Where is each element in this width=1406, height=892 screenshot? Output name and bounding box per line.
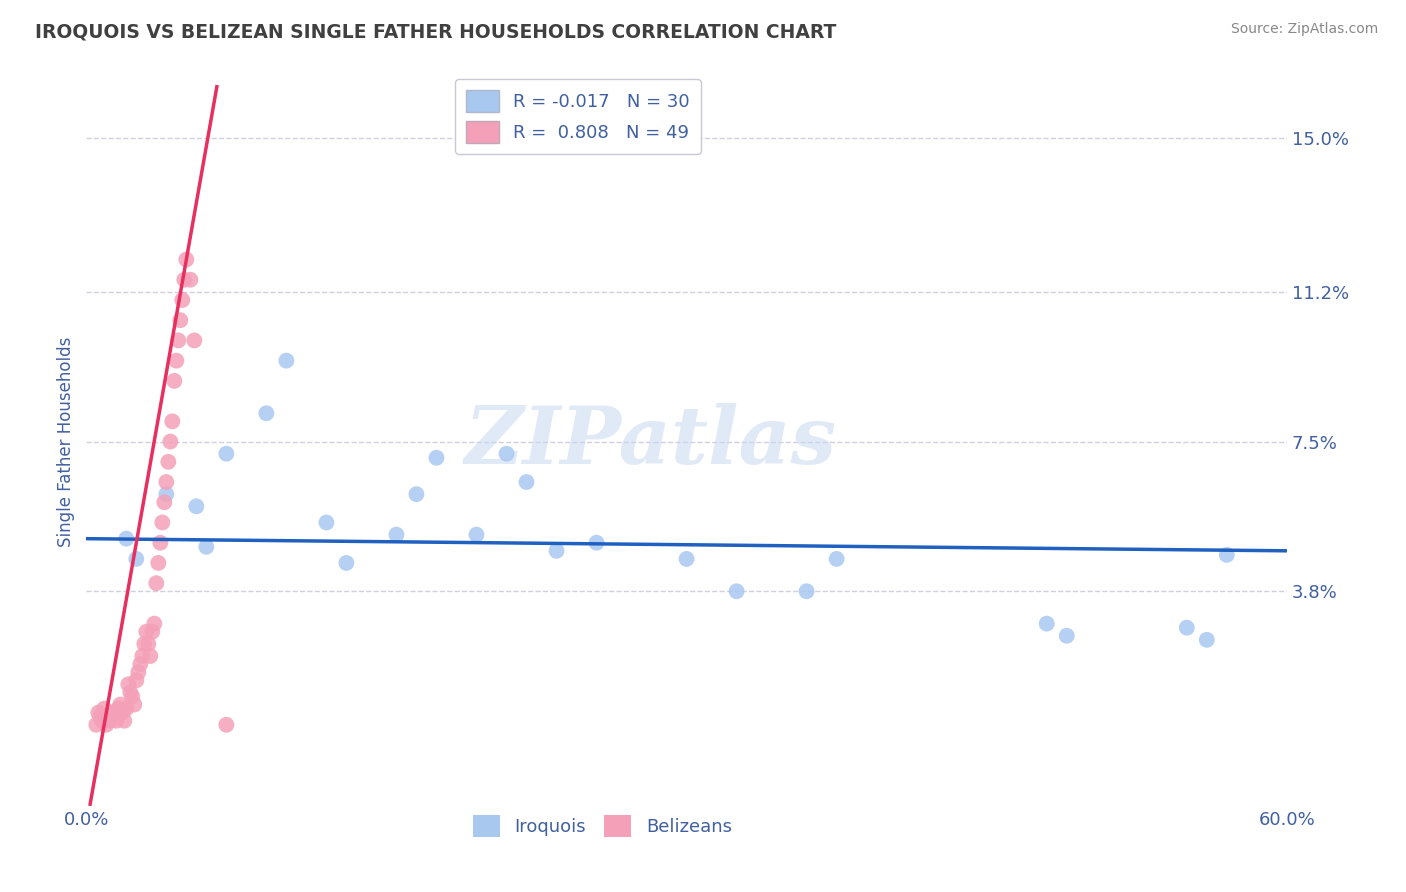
Point <box>215 718 238 732</box>
Point <box>179 273 201 287</box>
Point <box>169 313 191 327</box>
Text: IROQUOIS VS BELIZEAN SINGLE FATHER HOUSEHOLDS CORRELATION CHART: IROQUOIS VS BELIZEAN SINGLE FATHER HOUSE… <box>35 22 837 41</box>
Point <box>162 414 184 428</box>
Point <box>135 624 157 639</box>
Text: ZIPatlas: ZIPatlas <box>464 403 837 480</box>
Point <box>159 434 181 449</box>
Point <box>131 648 153 663</box>
Point <box>117 677 139 691</box>
Point <box>1175 621 1198 635</box>
Point <box>165 353 187 368</box>
Point <box>87 706 110 720</box>
Point <box>163 374 186 388</box>
Point <box>153 495 176 509</box>
Point <box>675 552 697 566</box>
Point <box>725 584 748 599</box>
Point <box>98 714 121 728</box>
Point <box>495 447 517 461</box>
Point <box>110 698 132 712</box>
Point <box>1195 632 1218 647</box>
Point <box>101 706 124 720</box>
Point <box>385 527 408 541</box>
Point <box>150 516 173 530</box>
Point <box>125 552 148 566</box>
Point <box>1056 629 1078 643</box>
Point <box>112 714 135 728</box>
Point <box>91 714 114 728</box>
Point <box>173 273 195 287</box>
Point <box>183 334 205 348</box>
Point <box>121 690 143 704</box>
Point <box>141 624 163 639</box>
Point <box>176 252 198 267</box>
Point <box>215 447 238 461</box>
Y-axis label: Single Father Households: Single Father Households <box>58 336 75 547</box>
Point <box>103 709 125 723</box>
Point <box>465 527 488 541</box>
Point <box>825 552 848 566</box>
Point <box>515 475 537 489</box>
Point <box>115 532 138 546</box>
Point <box>105 714 128 728</box>
Point <box>97 709 120 723</box>
Point <box>148 556 170 570</box>
Point <box>107 701 129 715</box>
Point <box>111 706 134 720</box>
Point <box>96 718 118 732</box>
Point <box>120 685 142 699</box>
Point <box>127 665 149 680</box>
Point <box>139 648 162 663</box>
Point <box>155 475 177 489</box>
Point <box>115 701 138 715</box>
Point <box>134 637 156 651</box>
Point <box>125 673 148 688</box>
Point <box>124 698 146 712</box>
Point <box>585 535 607 549</box>
Point <box>315 516 337 530</box>
Point <box>254 406 277 420</box>
Point <box>335 556 357 570</box>
Point <box>167 334 190 348</box>
Point <box>546 544 568 558</box>
Legend: Iroquois, Belizeans: Iroquois, Belizeans <box>465 807 740 844</box>
Point <box>157 455 180 469</box>
Point <box>145 576 167 591</box>
Text: Source: ZipAtlas.com: Source: ZipAtlas.com <box>1230 22 1378 37</box>
Point <box>796 584 818 599</box>
Point <box>1035 616 1057 631</box>
Point <box>405 487 427 501</box>
Point <box>1216 548 1239 562</box>
Point <box>129 657 152 672</box>
Point <box>93 701 115 715</box>
Point <box>149 535 172 549</box>
Point <box>155 487 177 501</box>
Point <box>89 709 111 723</box>
Point <box>276 353 298 368</box>
Point <box>186 500 208 514</box>
Point <box>172 293 194 307</box>
Point <box>136 637 159 651</box>
Point <box>143 616 166 631</box>
Point <box>195 540 218 554</box>
Point <box>425 450 447 465</box>
Point <box>84 718 107 732</box>
